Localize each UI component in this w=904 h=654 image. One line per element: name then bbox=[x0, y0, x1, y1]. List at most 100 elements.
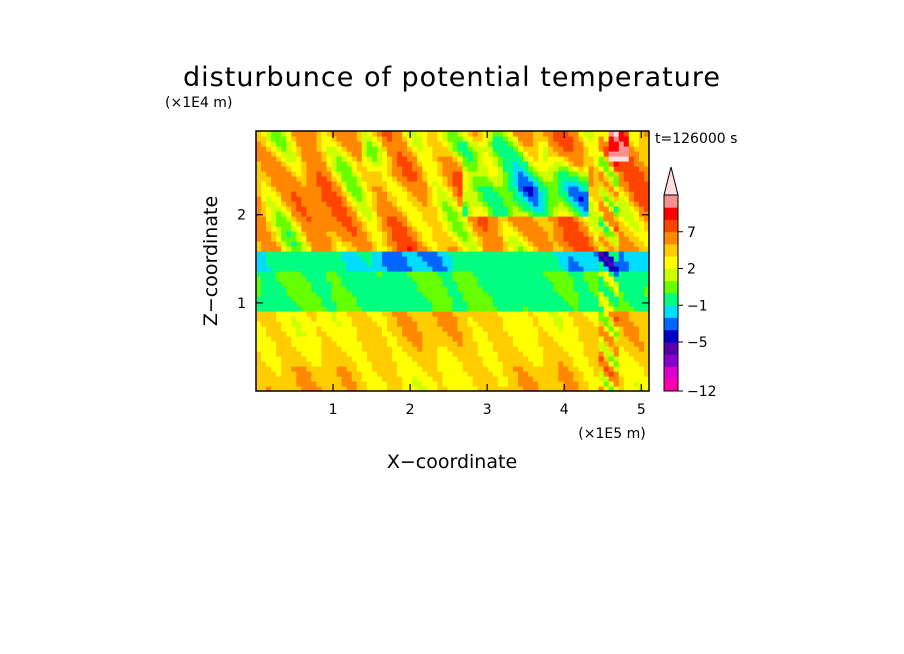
heatmap-cell bbox=[452, 301, 459, 307]
heatmap-cell bbox=[583, 266, 590, 272]
heatmap-cell bbox=[281, 156, 287, 162]
heatmap-cell bbox=[457, 201, 464, 207]
heatmap-cell bbox=[407, 291, 413, 297]
heatmap-cell bbox=[447, 321, 454, 327]
heatmap-cell bbox=[533, 196, 539, 202]
heatmap-cell bbox=[442, 291, 449, 297]
heatmap-cell bbox=[573, 166, 580, 172]
heatmap-cell bbox=[492, 301, 499, 307]
heatmap-cell bbox=[613, 321, 620, 327]
heatmap-cell bbox=[543, 346, 549, 352]
heatmap-cell bbox=[548, 326, 554, 332]
heatmap-cell bbox=[472, 166, 479, 172]
heatmap-cell bbox=[261, 181, 267, 187]
heatmap-cell bbox=[432, 196, 438, 202]
heatmap-cell bbox=[427, 181, 433, 187]
heatmap-cell bbox=[533, 246, 539, 252]
heatmap-cell bbox=[573, 221, 580, 227]
heatmap-cell bbox=[301, 386, 307, 391]
heatmap-cell bbox=[402, 161, 408, 167]
heatmap-cell bbox=[417, 356, 423, 362]
heatmap-cell bbox=[573, 256, 580, 262]
heatmap-cell bbox=[361, 316, 368, 322]
heatmap-cell bbox=[643, 206, 649, 212]
heatmap-cell bbox=[256, 221, 262, 227]
heatmap-cell bbox=[502, 346, 509, 352]
heatmap-cell bbox=[462, 211, 469, 217]
heatmap-cell bbox=[422, 236, 428, 242]
heatmap-cell bbox=[402, 301, 408, 307]
heatmap-cell bbox=[497, 301, 504, 307]
heatmap-cell bbox=[538, 211, 544, 217]
heatmap-cell bbox=[271, 331, 277, 337]
heatmap-cell bbox=[628, 386, 635, 391]
heatmap-cell bbox=[366, 136, 373, 142]
heatmap-cell bbox=[492, 161, 499, 167]
heatmap-cell bbox=[452, 326, 459, 332]
heatmap-cell bbox=[528, 376, 534, 382]
heatmap-cell bbox=[558, 296, 564, 302]
heatmap-cell bbox=[422, 291, 428, 297]
heatmap-cell bbox=[518, 146, 524, 152]
heatmap-cell bbox=[402, 146, 408, 152]
heatmap-cell bbox=[578, 176, 585, 182]
heatmap-cell bbox=[467, 161, 474, 167]
heatmap-cell bbox=[502, 361, 509, 367]
heatmap-cell bbox=[381, 171, 388, 177]
heatmap-cell bbox=[457, 206, 464, 212]
heatmap-cell bbox=[276, 291, 282, 297]
heatmap-cell bbox=[462, 276, 469, 282]
heatmap-cell bbox=[472, 206, 479, 212]
heatmap-cell bbox=[286, 156, 292, 162]
heatmap-cell bbox=[568, 346, 575, 352]
heatmap-cell bbox=[638, 251, 645, 257]
heatmap-cell bbox=[623, 251, 630, 257]
heatmap-cell bbox=[427, 241, 433, 247]
heatmap-cell bbox=[482, 306, 489, 312]
heatmap-cell bbox=[387, 161, 393, 167]
heatmap-cell bbox=[452, 186, 459, 192]
heatmap-cell bbox=[392, 296, 398, 302]
heatmap-cell bbox=[628, 166, 635, 172]
heatmap-cell bbox=[457, 171, 464, 177]
heatmap-cell bbox=[553, 146, 559, 152]
heatmap-cell bbox=[558, 226, 564, 232]
heatmap-cell bbox=[266, 131, 272, 137]
heatmap-cell bbox=[427, 321, 433, 327]
heatmap-cell bbox=[366, 171, 373, 177]
heatmap-cell bbox=[482, 311, 489, 317]
heatmap-cell bbox=[603, 156, 610, 162]
heatmap-cell bbox=[432, 286, 438, 292]
heatmap-cell bbox=[387, 236, 393, 242]
heatmap-cell bbox=[588, 186, 595, 192]
heatmap-cell bbox=[291, 336, 297, 342]
x-axis-label: X−coordinate bbox=[387, 451, 517, 473]
heatmap-cell bbox=[306, 366, 313, 372]
heatmap-cell bbox=[437, 226, 444, 232]
heatmap-cell bbox=[387, 306, 393, 312]
heatmap-cell bbox=[286, 151, 292, 157]
heatmap-cell bbox=[583, 246, 590, 252]
heatmap-cell bbox=[281, 196, 287, 202]
heatmap-cell bbox=[447, 206, 454, 212]
colorbar-swatch bbox=[664, 219, 678, 233]
heatmap-cell bbox=[361, 301, 368, 307]
heatmap-cell bbox=[397, 336, 403, 342]
heatmap-cell bbox=[366, 266, 373, 272]
heatmap-cell bbox=[477, 196, 484, 202]
heatmap-cell bbox=[336, 351, 343, 357]
heatmap-cell bbox=[371, 206, 378, 212]
heatmap-cell bbox=[281, 241, 287, 247]
heatmap-cell bbox=[568, 191, 575, 197]
heatmap-cell bbox=[507, 316, 514, 322]
heatmap-cell bbox=[528, 336, 534, 342]
heatmap-cell bbox=[276, 301, 282, 307]
heatmap-cell bbox=[261, 316, 267, 322]
heatmap-cell bbox=[366, 146, 373, 152]
heatmap-cell bbox=[502, 341, 509, 347]
heatmap-cell bbox=[407, 166, 413, 172]
heatmap-cell bbox=[447, 296, 454, 302]
heatmap-cell bbox=[407, 356, 413, 362]
heatmap-cell bbox=[371, 146, 378, 152]
heatmap-cell bbox=[598, 261, 605, 267]
